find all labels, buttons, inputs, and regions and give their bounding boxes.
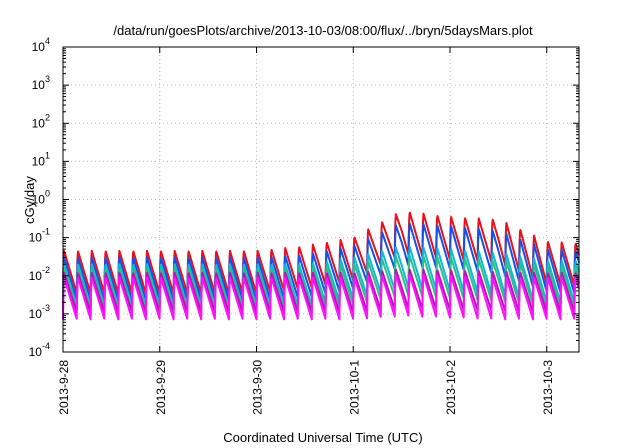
x-tick-label: 2013-10-3: [541, 360, 555, 415]
series-line: [62, 268, 580, 314]
chart-title: /data/run/goesPlots/archive/2013-10-03/0…: [113, 23, 533, 38]
y-tick-label: 102: [32, 112, 50, 130]
series-line: [62, 273, 580, 321]
series-line: [62, 211, 580, 295]
x-axis: 2013-9-28 2013-9-29 2013-9-30 2013-10-1 2013…: [57, 47, 555, 415]
y-axis-label: cGy/day: [22, 176, 37, 224]
y-tick-label: 10-2: [29, 265, 50, 283]
y-tick-label: 10-3: [29, 303, 50, 321]
x-tick-label: 2013-9-29: [154, 360, 168, 415]
y-tick-label: 104: [32, 36, 50, 54]
series-line: [62, 255, 580, 311]
x-tick-label: 2013-9-30: [251, 360, 265, 415]
y-tick-label: 101: [32, 150, 50, 168]
y-tick-label: 10-4: [29, 341, 50, 359]
x-tick-label: 2013-9-28: [57, 360, 71, 415]
y-tick-label: 103: [32, 74, 50, 92]
series-line: [62, 246, 580, 308]
x-axis-label: Coordinated Universal Time (UTC): [223, 430, 422, 445]
y-tick-label: 10-1: [29, 227, 50, 245]
x-tick-label: 2013-10-1: [347, 360, 361, 415]
x-tick-label: 2013-10-2: [444, 360, 458, 415]
series-line: [62, 222, 580, 302]
series-group: [62, 211, 580, 321]
